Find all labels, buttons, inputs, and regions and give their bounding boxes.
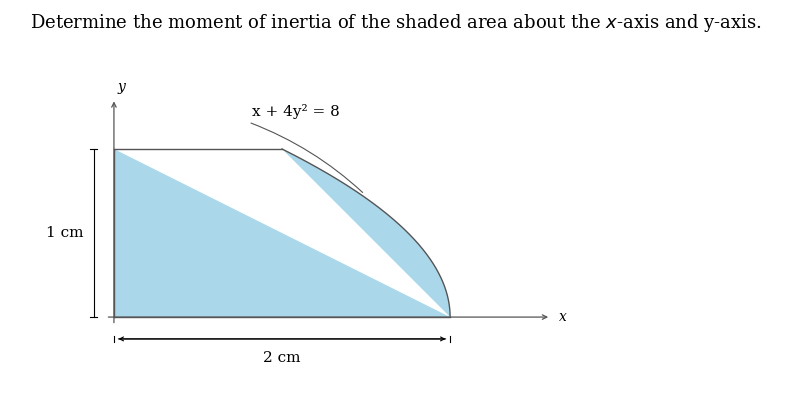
Text: y: y xyxy=(117,79,125,93)
Text: x + 4y² = 8: x + 4y² = 8 xyxy=(252,104,339,119)
Text: Determine the moment of inertia of the shaded area about the $x$-axis and y-axis: Determine the moment of inertia of the s… xyxy=(29,12,762,34)
Polygon shape xyxy=(114,149,450,317)
Text: 2 cm: 2 cm xyxy=(263,351,301,365)
Text: 1 cm: 1 cm xyxy=(46,226,84,240)
Text: x: x xyxy=(559,310,567,324)
